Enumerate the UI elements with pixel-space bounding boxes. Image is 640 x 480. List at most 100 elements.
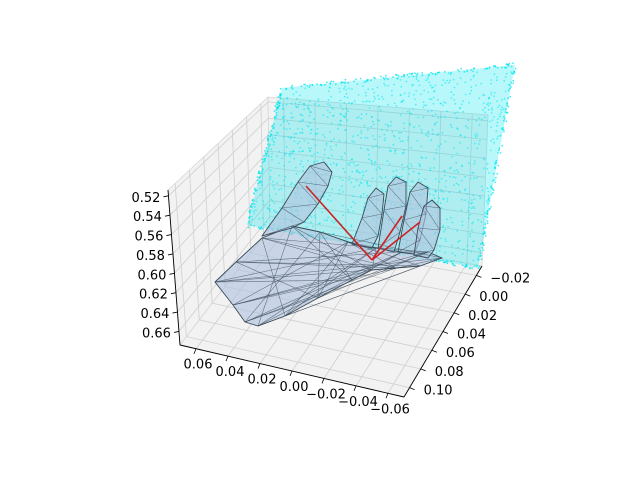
cloud-point (375, 168, 378, 171)
cloud-point (464, 188, 467, 191)
cloud-point (482, 249, 485, 252)
cloud-point (331, 106, 334, 109)
mesh-edge (214, 265, 421, 283)
cloud-point (251, 215, 254, 218)
cloud-point (360, 194, 362, 197)
cloud-point (265, 155, 268, 157)
cloud-point (327, 103, 329, 105)
cloud-point (278, 102, 280, 105)
cloud-point (370, 116, 373, 119)
cloud-point (512, 79, 515, 82)
cloud-point (253, 212, 256, 215)
cloud-point (310, 147, 312, 150)
cloud-point (330, 148, 333, 151)
cloud-point (274, 134, 277, 137)
cloud-point (362, 193, 365, 195)
cloud-point (496, 172, 499, 175)
cloud-point (335, 164, 338, 167)
cloud-point (303, 108, 305, 111)
cloud-point (509, 87, 511, 90)
cloud-point (371, 163, 374, 166)
cloud-point (278, 188, 281, 191)
cloud-point (331, 154, 333, 157)
cloud-point (301, 114, 304, 117)
y-tick-mark (453, 312, 460, 316)
cloud-point (348, 164, 351, 167)
cloud-point (306, 125, 308, 127)
cloud-point (274, 193, 277, 195)
cloud-point (264, 149, 266, 152)
cloud-point (318, 222, 321, 225)
cloud-point (476, 135, 479, 137)
cloud-point (378, 166, 381, 169)
cloud-point (364, 80, 367, 83)
cloud-point (467, 101, 470, 104)
cloud-point (502, 108, 505, 111)
cloud-point (344, 152, 346, 155)
cloud-point (364, 94, 367, 97)
cloud-point (370, 79, 372, 82)
cloud-point (469, 213, 471, 216)
cloud-point (275, 211, 278, 214)
cloud-point (381, 95, 383, 98)
cloud-point (253, 192, 255, 195)
cloud-point (449, 123, 452, 126)
cloud-point (357, 169, 359, 172)
cloud-point (513, 70, 516, 73)
cloud-point (492, 189, 495, 192)
cloud-point (444, 186, 447, 188)
y-tick-label: 0.04 (457, 328, 486, 343)
z-tick-label: 0.58 (136, 249, 165, 264)
cloud-point (268, 131, 271, 134)
cloud-point (472, 70, 474, 73)
cloud-point (285, 103, 288, 106)
cloud-point (370, 125, 373, 128)
cloud-point (442, 224, 445, 227)
cloud-point (498, 115, 501, 118)
cloud-point (282, 135, 285, 138)
z-gridline (174, 166, 485, 274)
cloud-point (473, 265, 476, 267)
cloud-point (422, 101, 425, 104)
cloud-point (384, 137, 386, 140)
cloud-point (479, 252, 482, 255)
mesh-edge (232, 251, 429, 306)
cloud-point (266, 207, 269, 209)
cloud-point (310, 128, 313, 131)
cloud-point (432, 194, 435, 197)
cloud-point (467, 162, 470, 165)
cloud-point (290, 116, 293, 119)
cloud-point (453, 147, 455, 150)
cloud-point (315, 133, 317, 136)
cloud-point (476, 147, 479, 150)
y-gridline (189, 170, 421, 370)
cloud-point (464, 175, 466, 178)
cloud-point (439, 259, 441, 262)
cloud-point (268, 210, 271, 213)
cloud-point (253, 205, 256, 208)
cloud-point (368, 100, 371, 103)
cloud-point (478, 265, 481, 268)
cloud-point (467, 209, 470, 212)
cloud-point (446, 260, 449, 263)
cloud-point (439, 143, 442, 146)
cloud-point (268, 204, 271, 207)
cloud-point (489, 149, 492, 152)
cloud-point (308, 114, 311, 117)
cloud-point (492, 138, 495, 140)
cloud-point (361, 170, 364, 173)
cloud-point (438, 71, 441, 74)
cloud-point (338, 189, 341, 192)
cloud-point (410, 180, 413, 183)
x-tick-mark (385, 393, 389, 399)
cloud-point (412, 170, 415, 173)
cloud-point (465, 125, 467, 128)
cloud-point (425, 134, 427, 137)
cloud-point (393, 83, 395, 86)
cloud-point (353, 80, 355, 83)
cloud-point (437, 133, 440, 135)
cloud-point (339, 99, 342, 102)
cloud-point (508, 83, 511, 86)
cloud-point (289, 127, 291, 130)
cloud-point (409, 163, 412, 165)
